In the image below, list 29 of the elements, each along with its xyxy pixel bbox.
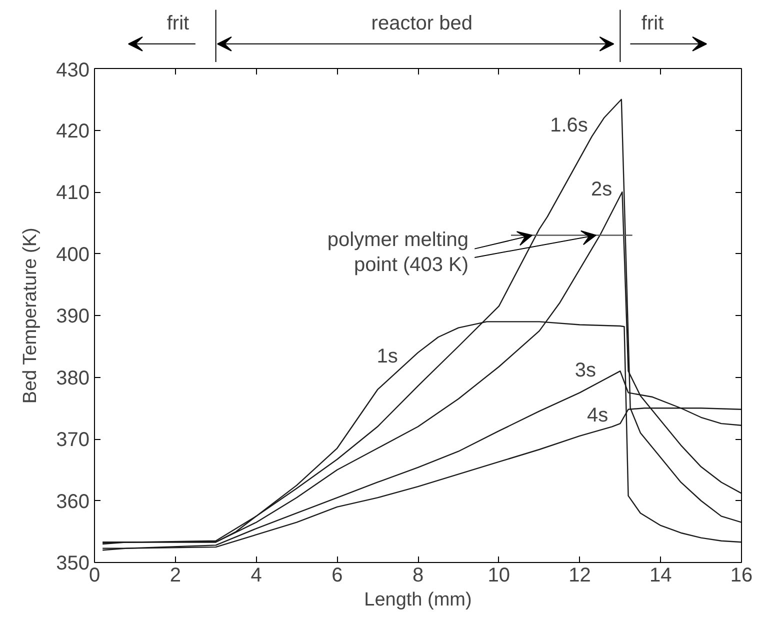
y-tick-label: 430: [56, 60, 90, 82]
y-tick-label: 360: [56, 490, 90, 513]
y-tick-label: 410: [56, 182, 90, 204]
x-axis-title: Length (mm): [364, 590, 472, 610]
y-tick-label: 420: [56, 120, 90, 142]
y-tick-label: 380: [56, 367, 90, 390]
y-tick-label: 400: [56, 244, 90, 266]
x-tick-label: 14: [650, 564, 672, 586]
y-tick-label: 370: [56, 429, 90, 451]
y-axis-title: Bed Temperature (K): [20, 228, 42, 404]
annotation: 4s: [586, 404, 608, 427]
annotation: 3s: [574, 360, 596, 382]
x-tick-label: 0: [88, 564, 100, 586]
x-tick-label: 10: [488, 564, 510, 586]
x-tick-label: 8: [412, 564, 424, 586]
y-tick-label: 350: [56, 552, 90, 574]
x-tick-label: 6: [332, 564, 343, 586]
text: frit: [166, 12, 190, 35]
x-tick-label: 4: [250, 564, 262, 586]
x-tick-label: 16: [730, 564, 753, 586]
x-tick-label: 12: [568, 564, 591, 586]
text: frit: [641, 12, 664, 35]
annotation: polymer melting point (403 K): [327, 228, 469, 276]
annotation: 1s: [376, 345, 398, 368]
text: reactor bed: [371, 12, 472, 35]
annotation: 1.6s: [550, 114, 588, 136]
y-tick-label: 390: [56, 306, 90, 328]
x-tick-label: 2: [170, 564, 181, 586]
annotation: 2s: [591, 178, 612, 201]
